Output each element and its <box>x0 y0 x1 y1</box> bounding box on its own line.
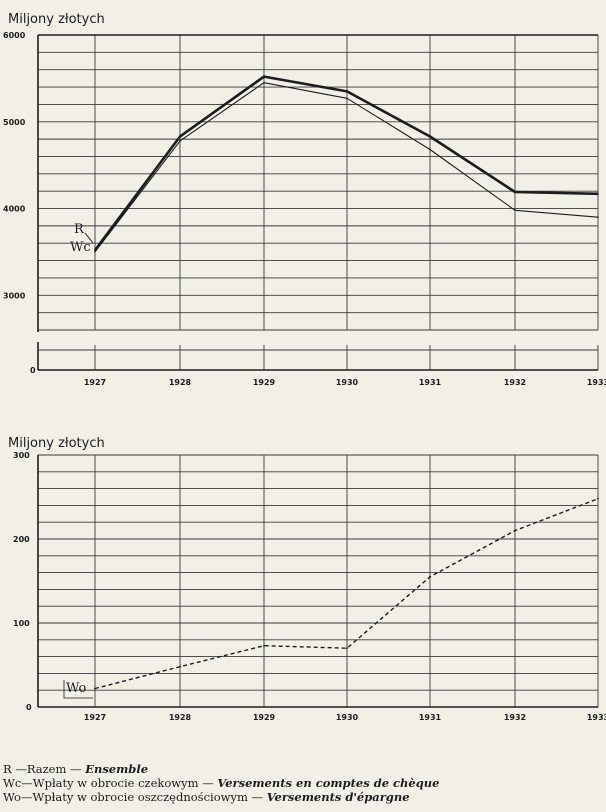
legend-row-wo: Wo—Wpłaty w obrocie oszczędnościowym — V… <box>3 790 603 804</box>
data-point-r <box>429 135 431 138</box>
data-point-wo <box>429 575 431 578</box>
data-point-wc <box>346 97 348 100</box>
data-point-wc <box>597 216 599 219</box>
x-tick-label: 1931 <box>419 378 442 387</box>
chart-top: Miljony złotych 0 3000 4000 5000 6000 1927 1928… <box>3 12 606 387</box>
x-tick-label: 1928 <box>169 378 192 387</box>
data-point-wc <box>429 148 431 151</box>
legend-pl-wo: —Wpłaty w obrocie oszczędnościowym — <box>20 790 264 804</box>
data-point-wc <box>514 209 516 212</box>
series-label-r: R <box>74 222 85 237</box>
y-tick-label: 5000 <box>3 118 26 127</box>
legend-fr-wo: Versements d'épargne <box>266 790 410 804</box>
legend-code-r: R <box>3 762 12 776</box>
data-point-wo <box>597 497 599 500</box>
data-point-wo <box>346 647 348 650</box>
y-tick-label: 4000 <box>3 205 26 214</box>
x-tick-label: 1933 <box>587 378 606 387</box>
legend-fr-r: Ensemble <box>85 762 149 776</box>
y-tick-label: 100 <box>13 619 30 628</box>
y-axis-label: Miljony złotych <box>8 436 105 451</box>
data-point-wo <box>263 644 265 647</box>
x-tick-label: 1931 <box>419 713 442 722</box>
chart-bottom: Miljony złotych 0 100 200 300 1927 1928 1929 193… <box>8 436 606 722</box>
label-bracket <box>63 680 93 699</box>
x-tick-label: 1930 <box>336 713 359 722</box>
y-tick-label: 3000 <box>3 291 26 300</box>
x-tick-label: 1932 <box>504 378 526 387</box>
data-point-wc <box>179 140 181 142</box>
series-line-wo <box>94 498 599 690</box>
y-tick-label: 300 <box>13 451 30 460</box>
legend: R —Razem — Ensemble Wc—Wpłaty w obrocie … <box>3 762 603 804</box>
x-tick-label: 1930 <box>336 378 359 387</box>
y-axis-label: Miljony złotych <box>8 12 105 27</box>
x-tick-label: 1929 <box>253 378 276 387</box>
data-point-r <box>597 192 599 195</box>
data-point-wo <box>514 529 516 532</box>
x-tick-label: 1927 <box>84 378 106 387</box>
series-label-wo: Wo <box>66 681 86 696</box>
legend-code-wo: Wo <box>3 790 21 804</box>
data-point-wo <box>179 665 181 668</box>
legend-row-r: R —Razem — Ensemble <box>3 762 603 776</box>
x-tick-label: 1932 <box>504 713 526 722</box>
y-tick-label: 0 <box>30 366 36 375</box>
series-line-wc <box>94 82 599 253</box>
data-point-wo <box>94 687 96 690</box>
series-label-wc: Wc <box>70 240 91 255</box>
data-point-wc <box>263 81 265 84</box>
series-line-r <box>93 75 599 251</box>
legend-code-wc: Wc <box>3 776 22 790</box>
data-point-r <box>263 75 265 78</box>
annotation-arrow <box>84 232 94 244</box>
data-point-r <box>514 191 516 193</box>
x-tick-label: 1933 <box>587 713 606 722</box>
legend-fr-wc: Versements en comptes de chèque <box>217 776 440 790</box>
y-tick-label: 0 <box>26 703 32 712</box>
x-tick-label: 1927 <box>84 713 106 722</box>
legend-row-wc: Wc—Wpłaty w obrocie czekowym — Versement… <box>3 776 603 790</box>
data-point-r <box>179 135 181 138</box>
data-point-r <box>346 90 348 93</box>
y-tick-label: 200 <box>13 535 30 544</box>
x-tick-label: 1929 <box>253 713 276 722</box>
y-tick-label: 6000 <box>3 31 26 40</box>
legend-pl-r: —Razem — <box>15 762 82 776</box>
x-tick-label: 1928 <box>169 713 192 722</box>
legend-pl-wc: —Wpłaty w obrocie czekowym — <box>21 776 214 790</box>
data-point-wc <box>94 251 96 253</box>
